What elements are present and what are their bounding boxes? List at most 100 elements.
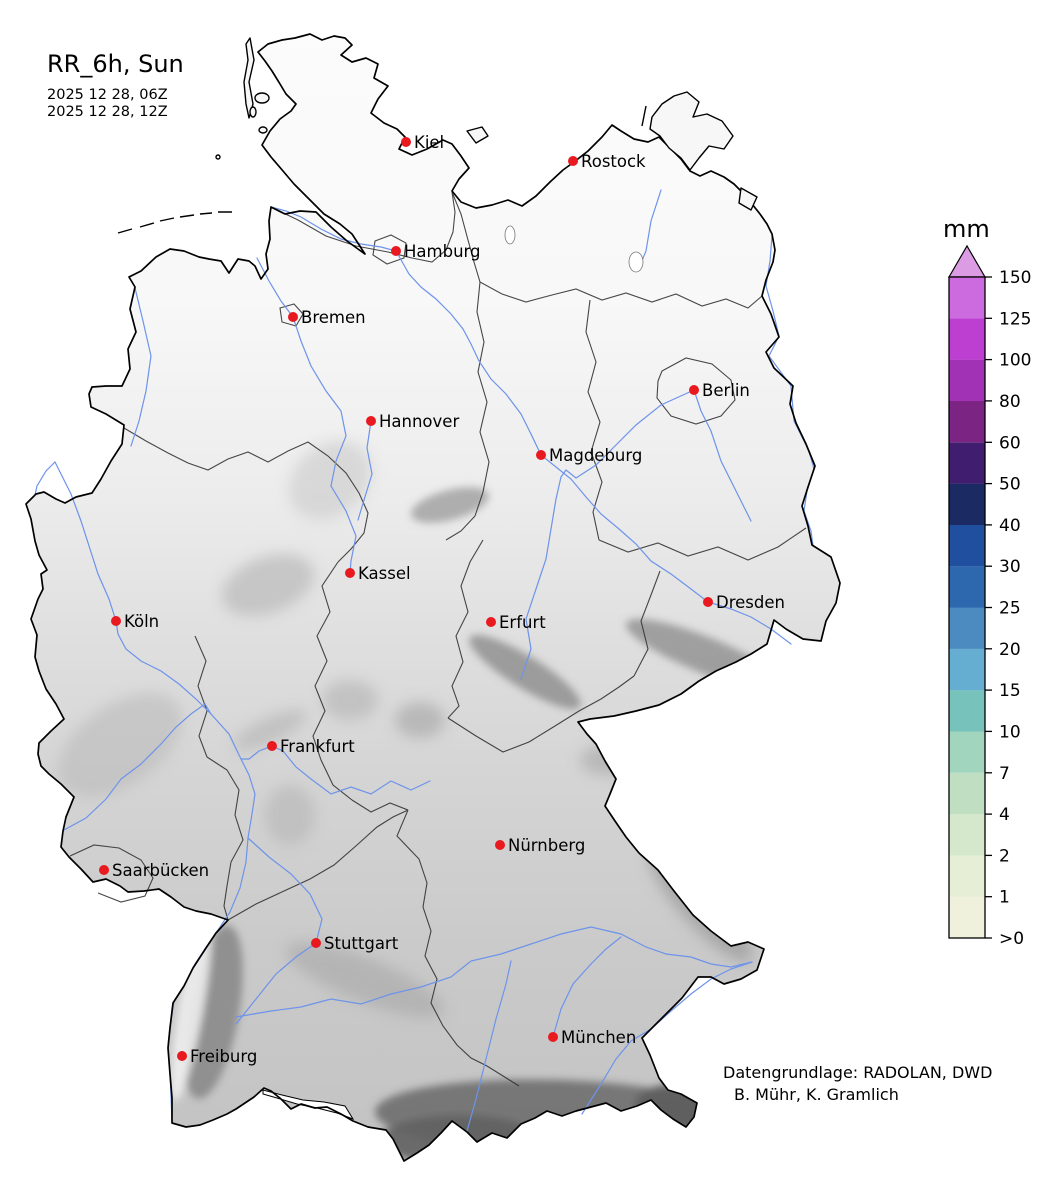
colorbar-tick-label: 125 <box>999 309 1031 329</box>
river-lech <box>466 960 512 1132</box>
state-border-ni-st <box>445 281 490 541</box>
colorbar-tick-label: 15 <box>999 681 1021 701</box>
state-border-sn-west <box>633 570 661 677</box>
datetime-end: 2025 12 28, 12Z <box>47 104 168 120</box>
city-label: Stuttgart <box>324 934 399 953</box>
city-dot-berlin <box>689 385 699 395</box>
state-border-sh <box>270 191 456 263</box>
colorbar-segment <box>949 648 985 691</box>
state-border-ni-nrw <box>123 427 369 563</box>
state-border-berlin <box>656 357 736 425</box>
river-mosel <box>63 703 212 831</box>
city-dot-kiel <box>401 137 411 147</box>
colorbar-segment <box>949 442 985 484</box>
river-ems <box>130 287 152 447</box>
state-border-st-bb <box>585 299 603 541</box>
city-dot-bremen <box>288 312 298 322</box>
river-saale <box>520 469 567 680</box>
colorbar-tick-label: 50 <box>999 475 1021 495</box>
colorbar: mm <box>943 215 1031 949</box>
state-border-hesse-west <box>312 561 353 801</box>
lake-mueritz <box>628 251 644 273</box>
colorbar-segment <box>949 731 985 773</box>
river-weser-fulda <box>256 257 357 574</box>
island-hiddensee <box>641 105 647 127</box>
state-border-rp-east <box>206 756 244 921</box>
lake-schwerin <box>504 225 516 245</box>
city-label: Magdeburg <box>549 446 642 465</box>
colorbar-segment <box>949 814 985 856</box>
colorbar-segment <box>949 483 985 525</box>
colorbar-segment <box>949 896 985 939</box>
state-border-nrw-rp <box>194 635 208 758</box>
relief-eifel <box>58 693 182 797</box>
colorbar-segment <box>949 524 985 567</box>
island-foehr <box>254 92 270 104</box>
islands-east-frisian <box>117 211 232 234</box>
city-label: Nürnberg <box>508 836 585 855</box>
colorbar-segment <box>949 400 985 443</box>
datetime-start: 2025 12 28, 06Z <box>47 87 168 103</box>
colorbar-arrow <box>947 244 987 278</box>
state-border-bw-by <box>396 809 520 1087</box>
city-label: Freiburg <box>190 1047 257 1066</box>
city-label: Berlin <box>702 381 750 400</box>
colorbar-tick-label: 25 <box>999 599 1021 619</box>
state-border-bb-sn <box>598 527 807 561</box>
river-oder <box>765 235 815 547</box>
city-dot-hannover <box>366 416 376 426</box>
city-label: München <box>561 1028 636 1047</box>
city-dot-stuttgart <box>311 938 321 948</box>
colorbar-tick-label: 4 <box>999 805 1010 825</box>
river-danube <box>235 926 753 1018</box>
river-peene <box>640 189 662 264</box>
state-borders <box>69 191 807 1087</box>
state-border-bw-north <box>227 809 409 921</box>
city-dot-frankfurt <box>267 741 277 751</box>
city-dot-magdeburg <box>536 450 546 460</box>
city-label: Frankfurt <box>280 737 355 756</box>
colorbar-tick-label: 10 <box>999 722 1021 742</box>
city-dot-koeln <box>111 616 121 626</box>
colorbar-segments <box>949 277 985 939</box>
river-leine <box>357 420 373 521</box>
state-border-mv <box>451 191 763 309</box>
island-amrum <box>249 106 257 118</box>
relief-thueringer-wald <box>469 634 581 710</box>
city-dot-freiburg <box>177 1051 187 1061</box>
colorbar-tick-label: 150 <box>999 268 1031 288</box>
colorbar-segment <box>949 772 985 815</box>
city-label: Dresden <box>716 593 785 612</box>
city-dot-muenchen <box>548 1032 558 1042</box>
city-dot-nuernberg <box>495 840 505 850</box>
relief-berchtesgaden-alps <box>635 1083 725 1127</box>
island-helgoland <box>215 154 221 160</box>
header: RR_6h, Sun 2025 12 28, 06Z 2025 12 28, 1… <box>47 50 184 120</box>
city-label: Kiel <box>414 133 444 152</box>
island-pellworm <box>258 126 268 134</box>
state-border-bremen <box>279 303 304 327</box>
relief-schwaebische-alb <box>285 942 445 1018</box>
colorbar-tick-label: 30 <box>999 557 1021 577</box>
colorbar-tick-label: 2 <box>999 846 1010 866</box>
colorbar-tick-label: 7 <box>999 764 1010 784</box>
island-usedom <box>738 187 758 211</box>
city-label: Hamburg <box>404 242 481 261</box>
river-elbe <box>270 206 792 645</box>
relief-rhoen <box>395 702 445 738</box>
river-neckar <box>235 837 323 1025</box>
relief-fichtelgebirge <box>580 744 640 776</box>
state-border-th-south <box>447 675 635 753</box>
page-title: RR_6h, Sun <box>47 50 184 78</box>
river-spree <box>693 389 752 522</box>
city-dot-dresden <box>703 597 713 607</box>
relief-odenwald <box>265 785 315 845</box>
island-ruegen <box>649 91 734 171</box>
colorbar-segment <box>949 566 985 608</box>
city-label: Saarbücken <box>112 861 209 880</box>
relief-taunus <box>233 709 307 751</box>
relief-sauerland <box>221 553 315 617</box>
attribution: Datengrundlage: RADOLAN, DWD B. Mühr, K.… <box>723 1063 992 1104</box>
